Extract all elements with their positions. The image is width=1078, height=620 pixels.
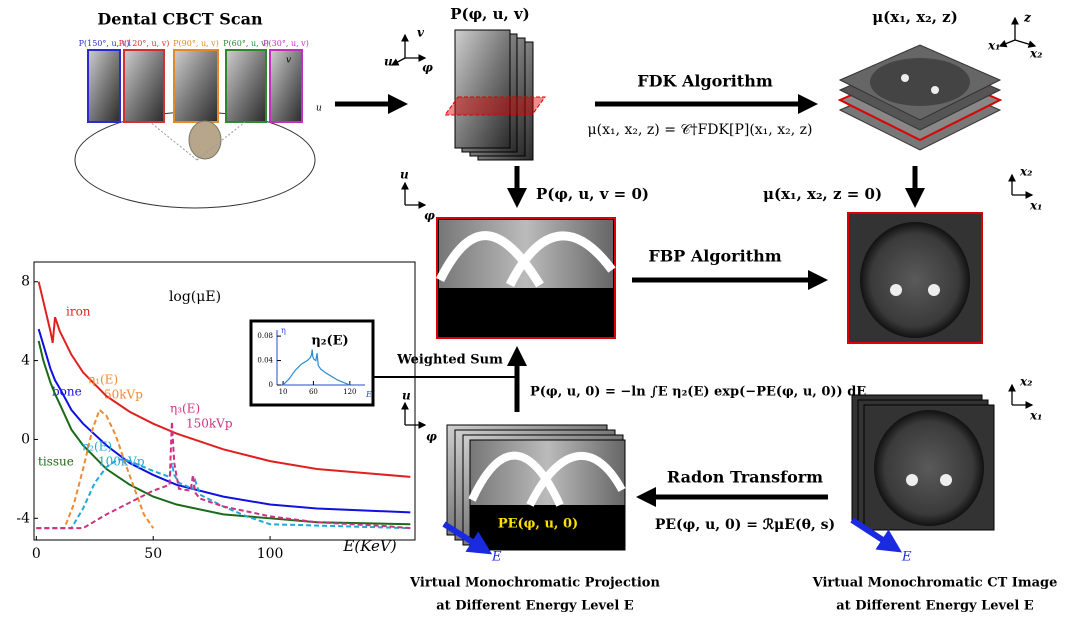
mono-ct-stack bbox=[852, 395, 994, 530]
ct-slice bbox=[848, 213, 982, 343]
y-tick-label: 4 bbox=[21, 353, 30, 369]
plot-title: log(μE) bbox=[169, 289, 221, 305]
axis-x1: x₁ bbox=[987, 39, 1000, 53]
weighted-sum-label: Weighted Sum bbox=[396, 353, 503, 368]
fdk-formula: μ(x₁, x₂, z) = 𝒞†FDK[P](x₁, x₂, z) bbox=[588, 122, 813, 138]
caption: Virtual Monochromatic CT Image bbox=[812, 576, 1058, 591]
axis-v: v bbox=[417, 26, 425, 40]
inset-xlabel: E bbox=[365, 390, 372, 399]
series-label: η₃(E) bbox=[170, 402, 200, 416]
scan-views: P(150°, u, v)P(120°, u, v)P(90°, u, v)P(… bbox=[79, 39, 309, 122]
axes-glyph: z x₁ x₂ bbox=[987, 11, 1042, 61]
volume-label: μ(x₁, x₂, z) bbox=[872, 8, 958, 26]
axes-glyph: v u φ bbox=[384, 26, 433, 75]
scan-view bbox=[174, 50, 218, 122]
page: Dental CBCT Scan P(150°, u, v)P(120°, u,… bbox=[0, 0, 1078, 620]
axis-phi: φ bbox=[424, 209, 435, 223]
y-tick-label: -4 bbox=[16, 510, 30, 526]
sinogram bbox=[437, 218, 615, 338]
projection-label: P(φ, u, v) bbox=[450, 5, 530, 23]
x-axis-label: E(KeV) bbox=[342, 537, 396, 555]
x-tick-label: 10 bbox=[279, 388, 288, 396]
series-label: iron bbox=[66, 305, 91, 319]
y-tick-label: 8 bbox=[21, 274, 30, 290]
scan-title: Dental CBCT Scan bbox=[97, 10, 263, 29]
scan-view-label: P(120°, u, v) bbox=[119, 39, 170, 48]
axis-u: u bbox=[400, 168, 409, 182]
scan-view bbox=[124, 50, 164, 122]
radon-label: Radon Transform bbox=[667, 468, 823, 487]
inset-ylabel: η bbox=[281, 326, 286, 335]
axis-u: u bbox=[402, 389, 411, 403]
detector-u: u bbox=[316, 104, 322, 114]
x-tick-label: 120 bbox=[343, 388, 356, 396]
y-tick-label: 0 bbox=[21, 431, 30, 447]
detector-v: v bbox=[286, 56, 291, 66]
x-tick-label: 100 bbox=[257, 546, 284, 562]
series-sublabel: 150kVp bbox=[186, 417, 233, 431]
axis-x1: x₁ bbox=[1029, 409, 1042, 423]
axis-u: u bbox=[384, 55, 393, 69]
caption: Virtual Monochromatic Projection bbox=[409, 576, 660, 591]
weighted-sum-formula: P(φ, u, 0) = −ln ∫E η₂(E) exp(−PE(φ, u, … bbox=[530, 385, 866, 400]
axis-x1: x₁ bbox=[1029, 199, 1042, 213]
axis-phi: φ bbox=[426, 430, 437, 444]
volume-stack bbox=[840, 45, 1000, 150]
series-sublabel: 50kVp bbox=[104, 388, 143, 402]
caption: at Different Energy Level E bbox=[836, 599, 1034, 614]
series-line bbox=[36, 410, 153, 528]
projection-slice-label: P(φ, u, v = 0) bbox=[536, 185, 649, 203]
projection-stack bbox=[445, 30, 545, 160]
axes-glyph: x₂ x₁ bbox=[1012, 375, 1042, 423]
caption: at Different Energy Level E bbox=[436, 599, 634, 614]
x-tick-label: 60 bbox=[309, 388, 318, 396]
scan-view-label: P(60°, u, v) bbox=[223, 39, 269, 48]
series-label: tissue bbox=[38, 455, 74, 469]
scan-view-label: P(90°, u, v) bbox=[173, 39, 219, 48]
skull bbox=[189, 121, 221, 159]
radon-formula: PE(φ, u, 0) = ℛμE(θ, s) bbox=[655, 517, 835, 533]
axis-x2: x₂ bbox=[1029, 47, 1042, 61]
axis-x2: x₂ bbox=[1019, 165, 1032, 179]
energy-label: E bbox=[901, 550, 912, 565]
x-tick-label: 0 bbox=[32, 546, 41, 562]
axes-glyph: u φ bbox=[400, 168, 435, 223]
axis-x2: x₂ bbox=[1019, 375, 1032, 389]
x-tick-label: 50 bbox=[144, 546, 162, 562]
volume-slice-label: μ(x₁, x₂, z = 0) bbox=[763, 185, 882, 203]
inset-title: η₂(E) bbox=[311, 334, 348, 349]
scan-view-label: P(30°, u, v) bbox=[263, 39, 309, 48]
y-tick-label: 0 bbox=[269, 381, 273, 389]
fdk-label: FDK Algorithm bbox=[637, 72, 773, 91]
series-line bbox=[36, 422, 410, 528]
series-label: η₁(E) bbox=[88, 373, 118, 387]
series-label: η₂(E) bbox=[82, 440, 112, 454]
series-line bbox=[36, 459, 410, 528]
y-tick-label: 0.04 bbox=[257, 357, 273, 365]
axes-glyph: u φ bbox=[402, 389, 437, 444]
energy-label: E bbox=[491, 550, 502, 565]
mono-projection-label: PE(φ, u, 0) bbox=[498, 517, 578, 532]
series-sublabel: 100kVp bbox=[98, 455, 145, 469]
scan-view bbox=[226, 50, 266, 122]
axis-z: z bbox=[1023, 11, 1032, 25]
axis-phi: φ bbox=[422, 61, 433, 75]
diagram: Dental CBCT Scan P(150°, u, v)P(120°, u,… bbox=[0, 0, 1078, 620]
scan-view bbox=[88, 50, 120, 122]
axes-glyph: x₂ x₁ bbox=[1012, 165, 1042, 213]
y-tick-label: 0.08 bbox=[257, 332, 273, 340]
fbp-label: FBP Algorithm bbox=[648, 247, 781, 266]
